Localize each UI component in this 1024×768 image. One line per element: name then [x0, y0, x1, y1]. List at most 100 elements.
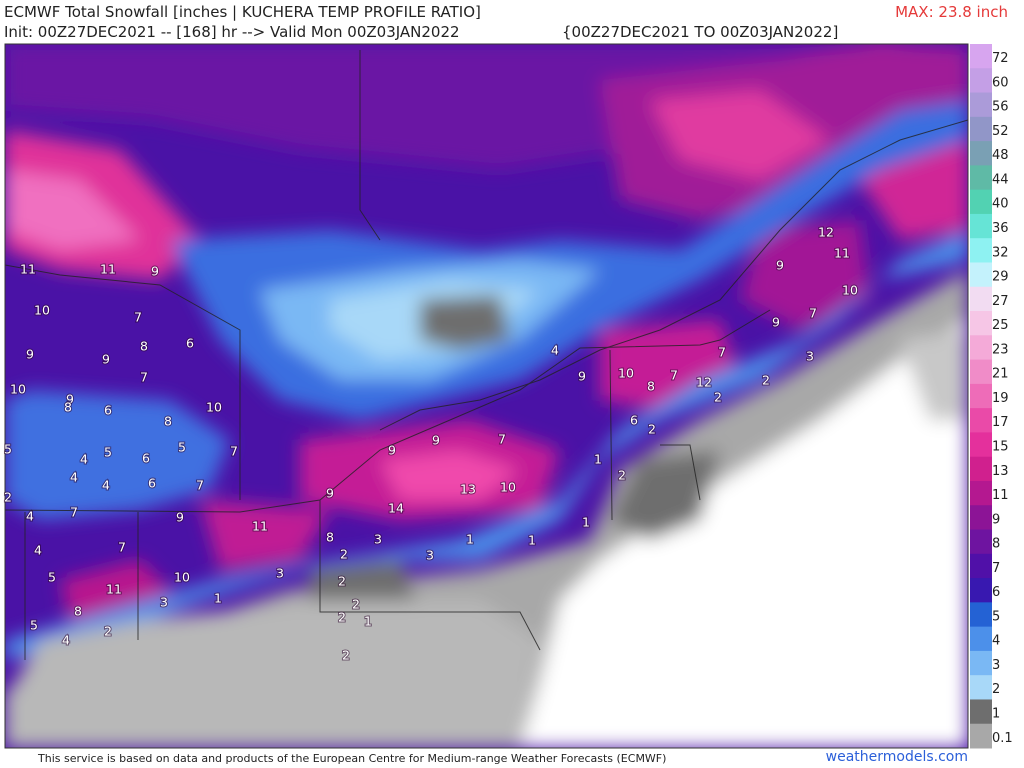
colorbar-label: 2: [992, 682, 1000, 697]
snow-amount-label: 2: [338, 610, 346, 625]
snow-amount-label: 9: [388, 443, 396, 458]
snow-amount-label: 9: [326, 486, 334, 501]
snow-amount-label: 1: [364, 614, 372, 629]
snow-amount-label: 8: [326, 530, 334, 545]
colorbar-label: 44: [992, 172, 1009, 187]
colorbar-swatch: [970, 141, 992, 166]
colorbar-swatch: [970, 553, 992, 579]
colorbar-label: 15: [992, 439, 1009, 454]
snow-amount-label: 9: [578, 369, 586, 384]
snow-amount-label: 10: [174, 570, 190, 585]
snow-amount-label: 2: [648, 422, 656, 437]
colorbar-label: 27: [992, 294, 1009, 309]
colorbar-swatch: [970, 602, 992, 628]
snow-amount-label: 7: [498, 432, 506, 447]
snow-amount-label: 11: [20, 262, 36, 277]
snow-amount-label: 3: [276, 566, 284, 581]
colorbar-label: 11: [992, 488, 1009, 503]
snow-amount-label: 5: [30, 618, 38, 633]
colorbar-swatch: [970, 408, 992, 433]
snow-amount-label: 3: [160, 595, 168, 610]
init-line: Init: 00Z27DEC2021 -- [168] hr --> Valid…: [4, 23, 460, 41]
snow-amount-label: 11: [252, 519, 268, 534]
colorbar-label: 52: [992, 124, 1009, 139]
snow-amount-label: 6: [142, 451, 150, 466]
snow-amount-label: 1: [466, 532, 474, 547]
snow-amount-label: 1: [594, 452, 602, 467]
colorbar-label: 40: [992, 197, 1009, 212]
footer-site: weathermodels.com: [825, 749, 968, 765]
colorbar-swatch: [970, 578, 992, 603]
snow-amount-label: 1: [214, 591, 222, 606]
snow-amount-label: 4: [70, 470, 78, 485]
snow-amount-label: 8: [140, 339, 148, 354]
snow-amount-label: 4: [102, 478, 110, 493]
colorbar-label: 19: [992, 391, 1009, 406]
colorbar-label: 3: [992, 658, 1000, 673]
snow-amount-label: 1: [582, 515, 590, 530]
snow-amount-label: 10: [500, 480, 516, 495]
colorbar-label: 48: [992, 148, 1009, 163]
snow-amount-label: 4: [26, 509, 34, 524]
colorbar-swatch: [970, 213, 992, 239]
snow-amount-label: 2: [762, 373, 770, 388]
snow-amount-label: 9: [772, 315, 780, 330]
colorbar-label: 4: [992, 634, 1000, 649]
snow-amount-label: 5: [48, 570, 56, 585]
snow-amount-label: 7: [134, 310, 142, 325]
snow-amount-label: 11: [834, 246, 850, 261]
snow-amount-label: 8: [64, 400, 72, 415]
colorbar-label: 32: [992, 245, 1009, 260]
snow-amount-label: 7: [70, 505, 78, 520]
snow-amount-label: 10: [618, 366, 634, 381]
snow-amount-label: 10: [206, 400, 222, 415]
colorbar-label: 6: [992, 585, 1000, 600]
colorbar-swatch: [970, 44, 992, 69]
snow-amount-label: 10: [842, 283, 858, 298]
snow-amount-label: 2: [340, 547, 348, 562]
snow-amount-label: 11: [106, 582, 122, 597]
snow-amount-label: 11: [100, 262, 116, 277]
snow-amount-label: 9: [102, 352, 110, 367]
snow-amount-label: 6: [186, 336, 194, 351]
snow-amount-label: 7: [670, 368, 678, 383]
colorbar-swatch: [970, 238, 992, 263]
snow-amount-label: 12: [818, 225, 834, 240]
colorbar-label: 7: [992, 561, 1000, 576]
colorbar-label: 60: [992, 75, 1009, 90]
snow-amount-label: 4: [80, 452, 88, 467]
colorbar-label: 9: [992, 512, 1000, 527]
snow-amount-label: 2: [714, 390, 722, 405]
snow-amount-label: 7: [718, 345, 726, 360]
colorbar-swatch: [970, 189, 992, 215]
colorbar-label: 36: [992, 221, 1009, 236]
snow-amount-label: 2: [342, 648, 350, 663]
snow-amount-label: 9: [776, 258, 784, 273]
colorbar-label: 5: [992, 609, 1000, 624]
snow-amount-label: 7: [140, 370, 148, 385]
colorbar-swatch: [970, 650, 992, 676]
snow-amount-label: 6: [104, 403, 112, 418]
title: ECMWF Total Snowfall [inches | KUCHERA T…: [4, 3, 481, 21]
snow-amount-label: 4: [62, 633, 70, 648]
snow-amount-label: 10: [10, 382, 26, 397]
colorbar-swatch: [970, 480, 992, 506]
snow-amount-label: 3: [426, 548, 434, 563]
colorbar-swatch: [970, 383, 992, 409]
snow-amount-label: 7: [196, 478, 204, 493]
colorbar-label: 17: [992, 415, 1009, 430]
snow-amount-label: 6: [148, 476, 156, 491]
colorbar-swatch: [970, 286, 992, 312]
colorbar-label: 8: [992, 537, 1000, 552]
snow-amount-label: 2: [352, 597, 360, 612]
snow-amount-label: 2: [618, 468, 626, 483]
colorbar-swatch: [970, 626, 992, 652]
colorbar-swatch: [970, 505, 992, 531]
snow-amount-label: 5: [104, 445, 112, 460]
map-frame: [4, 43, 969, 749]
snow-amount-label: 5: [178, 440, 186, 455]
snow-amount-label: 4: [551, 343, 559, 358]
colorbar-label: 13: [992, 464, 1009, 479]
